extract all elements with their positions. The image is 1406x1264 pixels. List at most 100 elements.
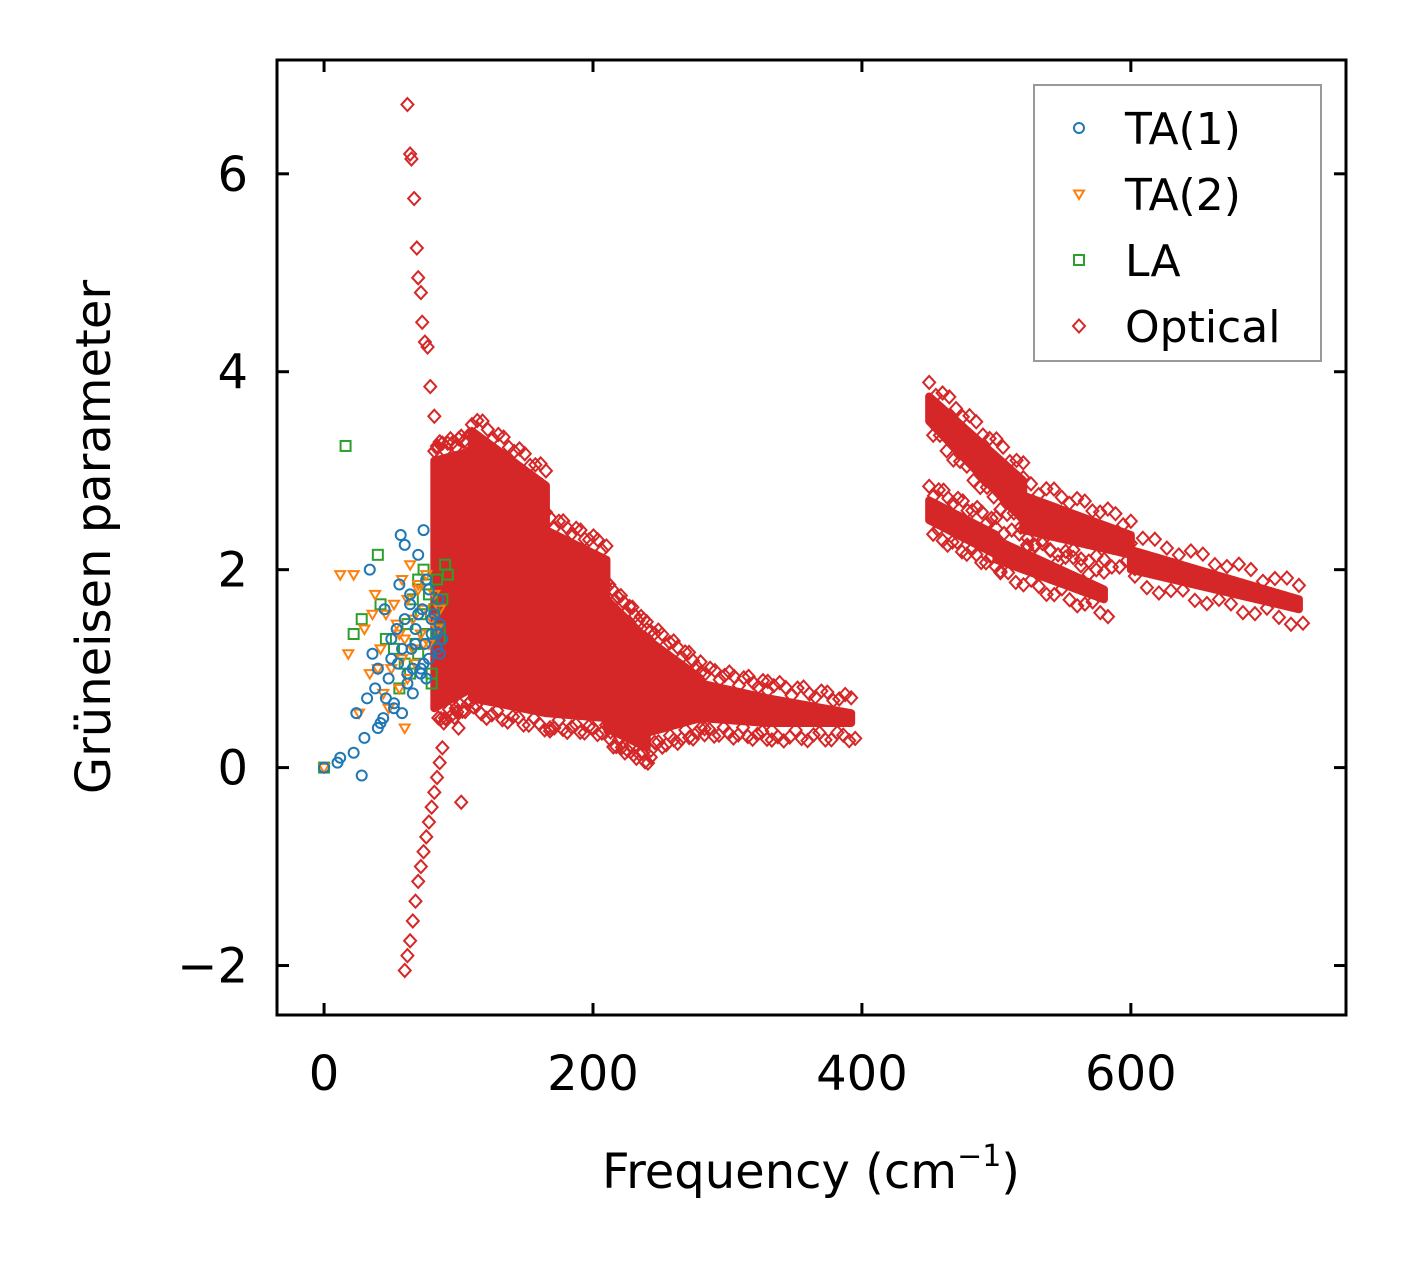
- optical-point: [451, 720, 466, 736]
- optical-point: [750, 726, 765, 743]
- optical-point: [594, 542, 610, 559]
- ta-1--point: [425, 627, 438, 640]
- y-tick-label: −2: [177, 939, 248, 995]
- optical-point: [776, 732, 792, 749]
- optical-point: [697, 726, 712, 743]
- optical-point: [1002, 453, 1018, 470]
- optical-point: [453, 794, 469, 811]
- ta-1--point: [425, 613, 438, 626]
- optical-point: [469, 412, 485, 429]
- optical-point: [778, 679, 794, 696]
- optical-point: [819, 684, 835, 701]
- ta-1--point: [409, 623, 422, 636]
- optical-point: [1123, 513, 1139, 530]
- optical-point: [559, 724, 575, 741]
- optical-point: [568, 520, 584, 537]
- optical-point: [1092, 504, 1108, 521]
- ta-2--point: [403, 560, 417, 572]
- optical-point: [847, 730, 863, 747]
- optical-point: [426, 784, 442, 801]
- optical-point: [1235, 604, 1251, 621]
- optical-point: [426, 443, 442, 460]
- y-tick-label: 4: [217, 345, 248, 401]
- optical-point: [581, 718, 597, 735]
- optical-point: [647, 734, 663, 751]
- optical-point: [622, 598, 637, 615]
- optical-point: [1187, 592, 1203, 609]
- legend-marker-ta-1-: [1073, 122, 1085, 134]
- optical-point: [1223, 595, 1239, 612]
- optical-point: [677, 644, 693, 660]
- optical-point: [1023, 475, 1039, 492]
- optical-point: [489, 702, 505, 719]
- plot-area: [275, 58, 1348, 1017]
- optical-point: [542, 722, 558, 739]
- optical-point: [547, 519, 562, 536]
- ta-1--point: [431, 627, 444, 640]
- ta-1--point: [355, 769, 368, 782]
- optical-point: [437, 710, 453, 727]
- ta-2--point: [411, 584, 425, 597]
- ta-2--point: [357, 624, 372, 637]
- legend-marker-la: [1073, 254, 1085, 266]
- la-point: [355, 613, 368, 626]
- ta-2--point: [317, 763, 331, 775]
- ta-1--point: [318, 761, 331, 774]
- optical-point: [479, 710, 494, 727]
- ta-1--point: [366, 647, 379, 660]
- optical-point: [806, 726, 821, 743]
- optical-point: [1065, 549, 1081, 566]
- ta-1--point: [396, 642, 409, 655]
- optical-point: [685, 730, 701, 747]
- optical-point: [1006, 504, 1022, 521]
- optical-point: [689, 658, 705, 675]
- optical-point: [1100, 608, 1116, 625]
- optical-point: [654, 739, 670, 756]
- optical-point: [925, 526, 941, 543]
- optical-point: [1243, 561, 1259, 578]
- optical-point: [409, 240, 425, 257]
- la-point: [347, 627, 360, 640]
- optical-point: [468, 696, 484, 713]
- y-tick-label: 2: [217, 543, 248, 599]
- optical-point: [818, 731, 833, 748]
- optical-point: [572, 724, 588, 741]
- optical-point: [939, 442, 954, 459]
- legend-frame: [1033, 84, 1322, 362]
- ta-1--point: [406, 687, 419, 700]
- x-axis-title-superscript: −1: [957, 1139, 1001, 1174]
- optical-point: [538, 462, 554, 479]
- optical-point: [506, 443, 522, 460]
- ta-1--point: [385, 652, 398, 665]
- optical-point: [1163, 582, 1179, 599]
- ta-1--point: [412, 548, 425, 561]
- ta-1--point: [406, 662, 419, 675]
- ta-1--point: [369, 682, 382, 695]
- optical-point: [975, 427, 991, 444]
- optical-point: [843, 689, 859, 706]
- optical-point: [995, 439, 1011, 456]
- optical-dense-region: [467, 427, 550, 718]
- ta-2--point: [373, 644, 388, 656]
- optical-point: [1073, 551, 1089, 568]
- optical-point: [551, 513, 567, 530]
- optical-point: [432, 754, 448, 771]
- optical-point: [643, 623, 658, 640]
- ta-2--point: [387, 599, 401, 612]
- x-tick-label: 200: [547, 1046, 639, 1102]
- optical-point: [611, 731, 627, 748]
- optical-point: [825, 692, 841, 709]
- optical-point: [974, 504, 990, 521]
- optical-point: [955, 408, 971, 425]
- optical-point: [972, 479, 988, 496]
- ta-2--point: [365, 609, 380, 622]
- optical-point: [1183, 542, 1199, 559]
- optical-point: [973, 554, 989, 571]
- optical-point: [952, 453, 968, 470]
- optical-point: [445, 660, 461, 677]
- optical-point: [666, 632, 682, 649]
- optical-point: [1027, 537, 1043, 554]
- optical-point: [755, 672, 771, 689]
- legend-label: TA(1): [1124, 104, 1241, 155]
- optical-point: [1291, 577, 1307, 594]
